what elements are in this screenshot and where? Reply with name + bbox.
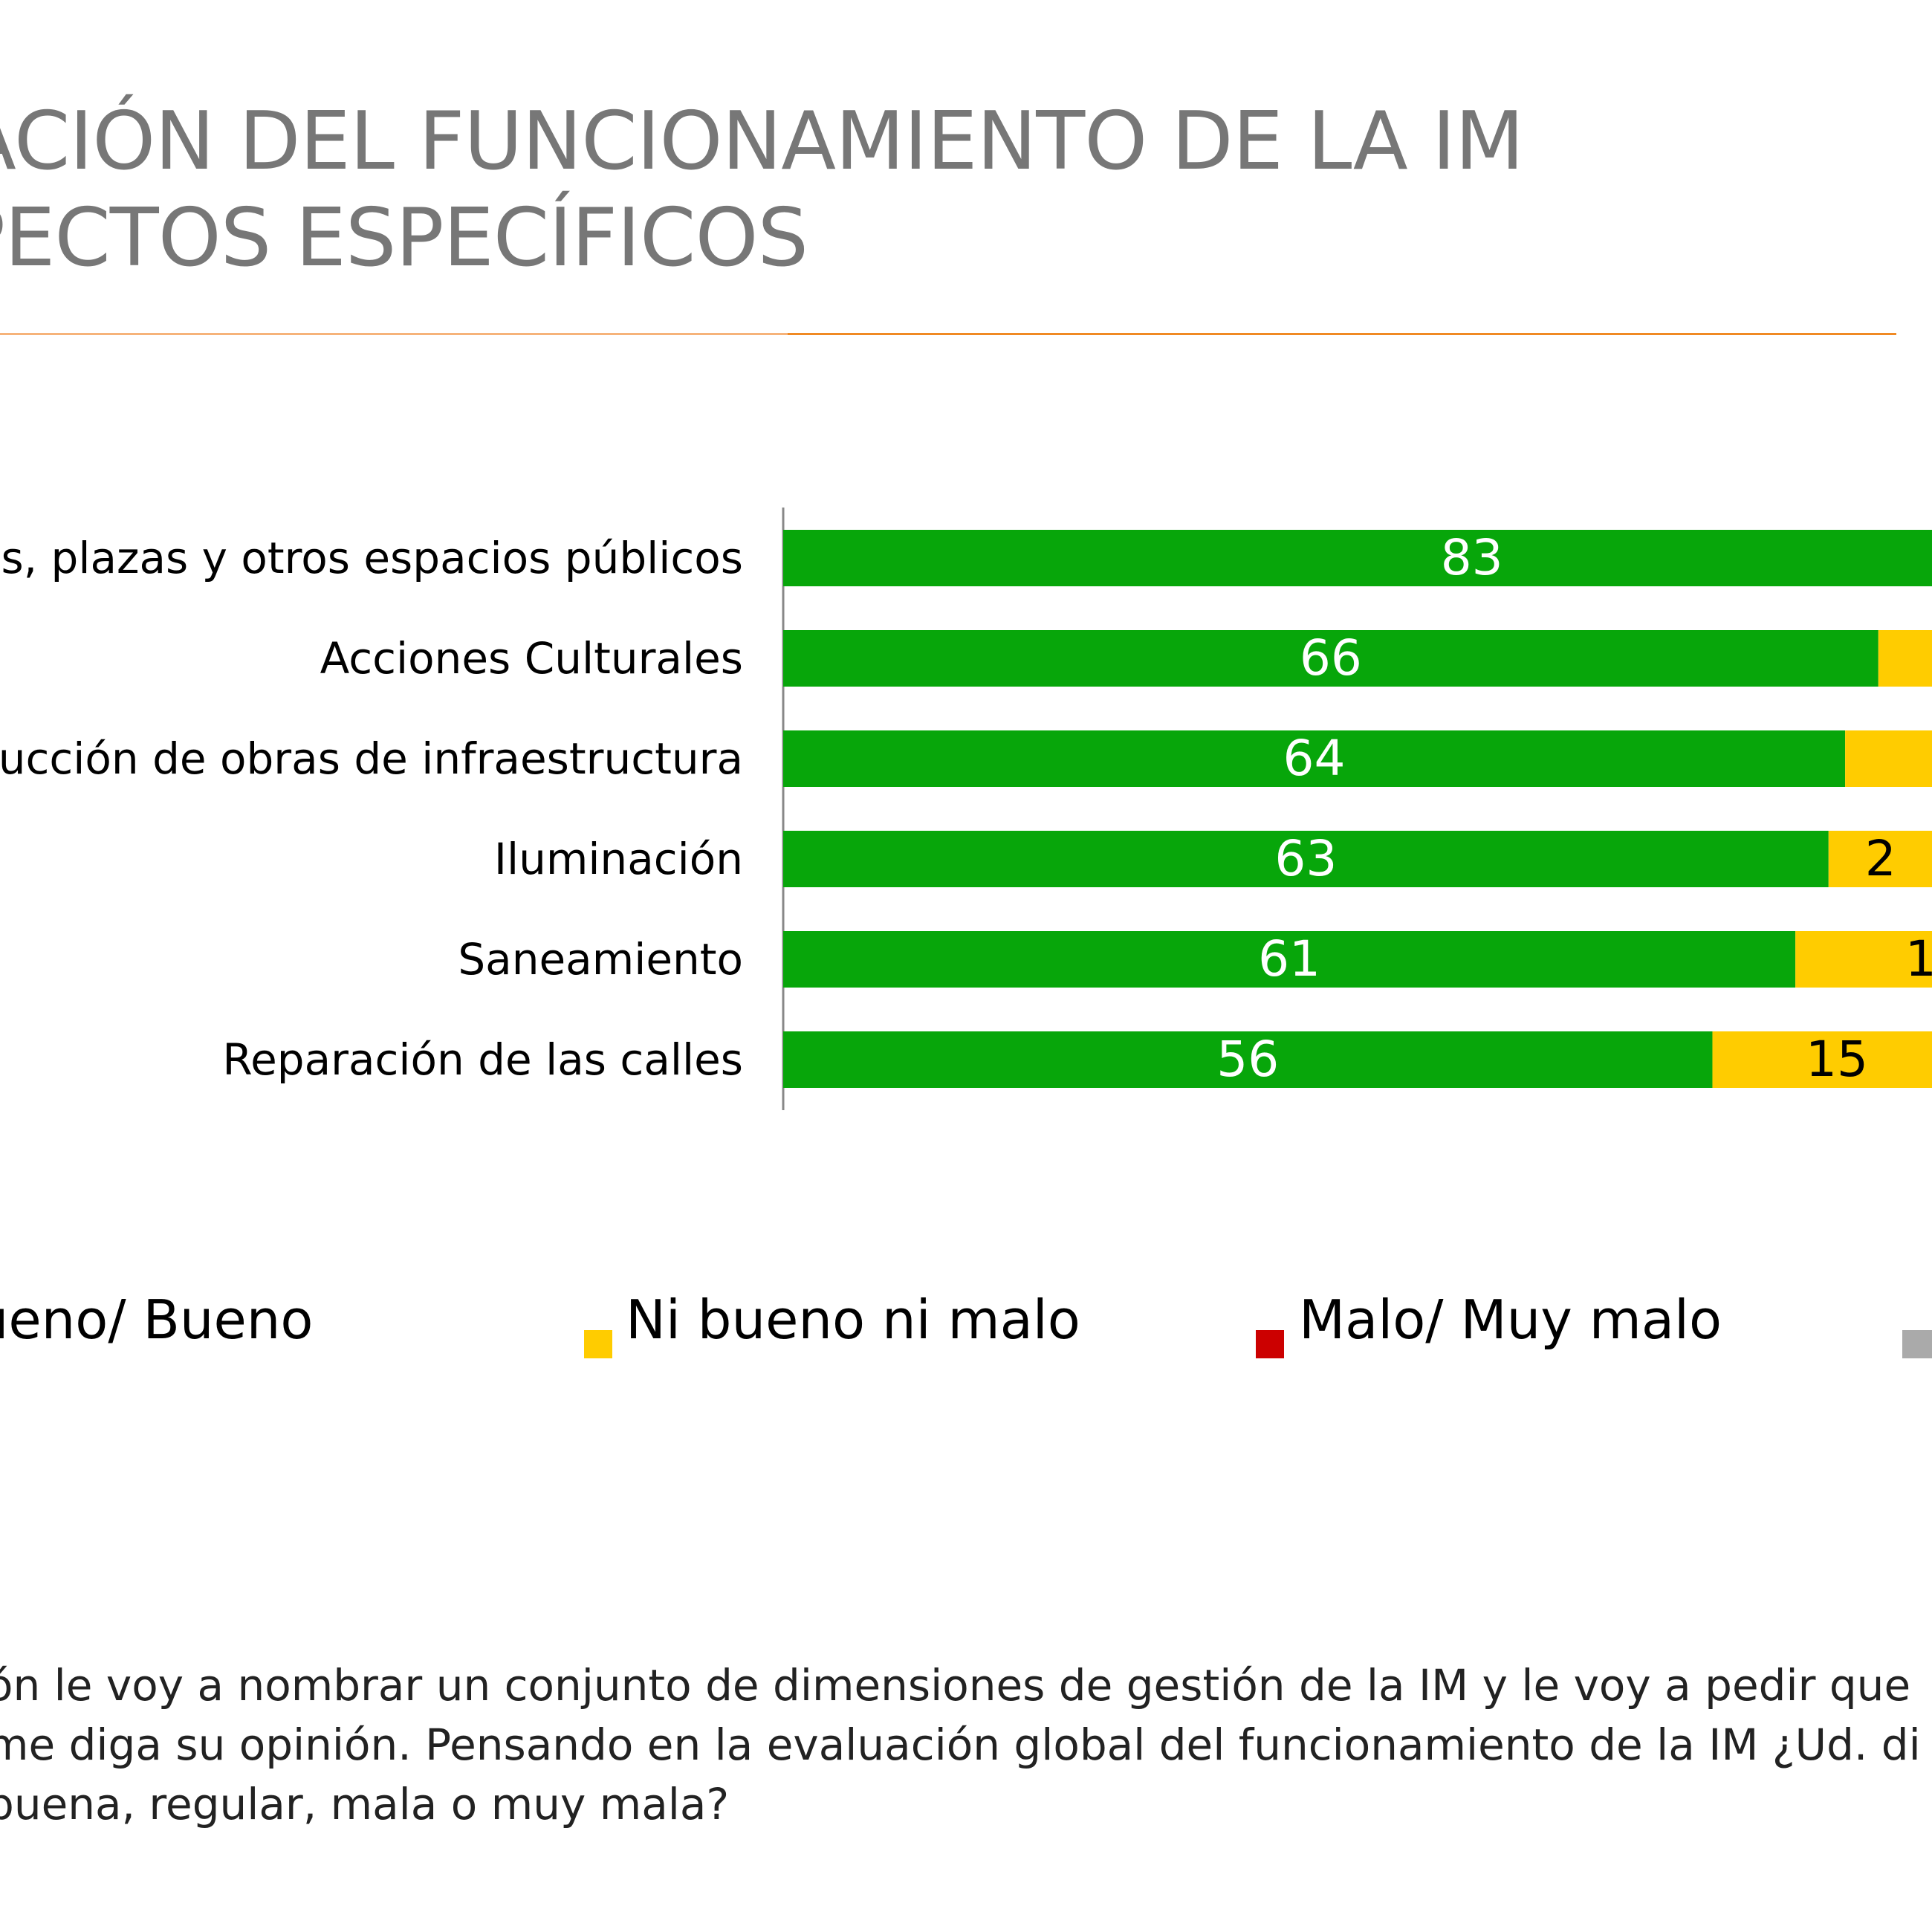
bar-segment <box>1878 630 1932 687</box>
data-label: 61 <box>1258 930 1321 988</box>
data-label: 66 <box>1299 629 1362 687</box>
footnote-line-3: buena, regular, mala o muy mala? <box>0 1779 730 1829</box>
category-label: Reparación de las calles <box>222 1034 743 1085</box>
bar-segment <box>783 730 1846 787</box>
legend-label-neutral: Ni bueno ni malo <box>626 1288 1080 1351</box>
page-title-line-1: ACIÓN DEL FUNCIONAMIENTO DE LA IM <box>0 95 1524 188</box>
legend-swatch-no-answer <box>1902 1330 1932 1358</box>
legend-item-neutral: Ni bueno ni malo <box>626 1293 1080 1346</box>
data-label: 2 <box>1864 830 1896 887</box>
footnote-line-1: ón le voy a nombrar un conjunto de dimen… <box>0 1660 1911 1711</box>
category-label: Iluminación <box>493 834 743 884</box>
bar-segment <box>783 530 1932 586</box>
page-title-line-2: PECTOS ESPECÍFICOS <box>0 192 808 285</box>
legend-swatch-neutral <box>584 1330 612 1358</box>
title-divider <box>788 333 1896 335</box>
title-divider-left <box>0 333 788 335</box>
data-label: 15 <box>1805 1031 1868 1088</box>
bar-segment <box>1712 1031 1932 1088</box>
category-label: ucción de obras de infraestructura <box>0 733 743 784</box>
footnote-line-2: me diga su opinión. Pensando en la evalu… <box>0 1719 1921 1770</box>
bar-segment <box>1828 831 1932 887</box>
legend-swatch-bad <box>1256 1330 1284 1358</box>
data-label: 17 <box>1905 930 1932 988</box>
category-label: Saneamiento <box>458 934 743 985</box>
bar-segment <box>783 1031 1713 1088</box>
legend-label-bad: Malo/ Muy malo <box>1299 1288 1722 1351</box>
bar-segment <box>1845 730 1932 787</box>
bar-segment <box>1795 931 1932 988</box>
bar-segment <box>783 831 1829 887</box>
legend-item-bad: Malo/ Muy malo <box>1299 1293 1722 1346</box>
data-label: 64 <box>1283 730 1346 787</box>
category-label: Acciones Culturales <box>320 633 743 684</box>
data-label: 56 <box>1216 1031 1280 1088</box>
legend-item-good: bueno/ Bueno <box>0 1293 313 1346</box>
bar-segment <box>783 630 1878 687</box>
category-label: s, plazas y otros espacios públicos <box>1 533 743 583</box>
bar-segment <box>783 931 1796 988</box>
data-label: 83 <box>1440 529 1503 586</box>
data-label: 63 <box>1274 830 1338 887</box>
legend-label-good: bueno/ Bueno <box>0 1288 314 1351</box>
question-footnote: ón le voy a nombrar un conjunto de dimen… <box>0 1656 1932 1834</box>
